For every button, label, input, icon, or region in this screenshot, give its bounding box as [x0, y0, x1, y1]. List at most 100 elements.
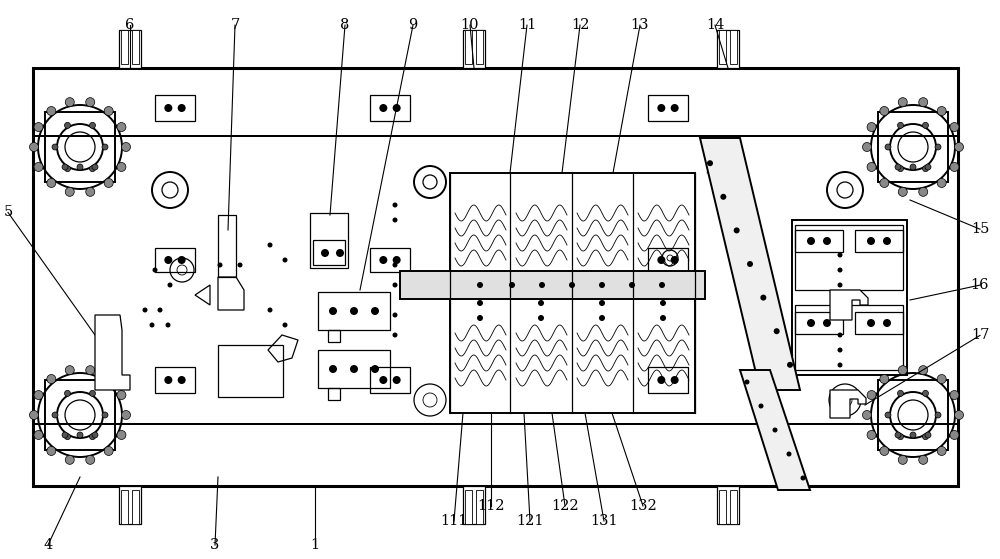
Circle shape — [150, 323, 154, 328]
Circle shape — [898, 187, 907, 196]
Circle shape — [885, 144, 891, 150]
Circle shape — [329, 365, 337, 373]
Polygon shape — [95, 315, 130, 390]
Circle shape — [34, 163, 43, 172]
Circle shape — [823, 319, 831, 327]
Circle shape — [800, 476, 806, 481]
Circle shape — [807, 237, 815, 245]
Circle shape — [867, 122, 876, 131]
Text: 5: 5 — [3, 205, 13, 220]
Circle shape — [329, 307, 337, 315]
Circle shape — [64, 434, 70, 439]
Circle shape — [883, 237, 891, 245]
Bar — [400, 271, 705, 299]
Circle shape — [371, 365, 379, 373]
Circle shape — [838, 348, 842, 353]
Bar — [310, 213, 348, 268]
Circle shape — [393, 256, 401, 264]
Circle shape — [336, 249, 344, 257]
Circle shape — [867, 319, 875, 327]
Circle shape — [104, 375, 113, 383]
Text: 131: 131 — [590, 514, 618, 528]
Circle shape — [950, 163, 959, 172]
Circle shape — [77, 432, 83, 438]
Circle shape — [178, 376, 186, 384]
Circle shape — [117, 163, 126, 172]
Bar — [465, 490, 472, 524]
Circle shape — [268, 243, 272, 248]
Circle shape — [838, 362, 842, 367]
Circle shape — [772, 428, 778, 433]
Circle shape — [569, 282, 575, 288]
Bar — [795, 230, 843, 252]
Bar — [328, 388, 340, 400]
Circle shape — [925, 164, 931, 170]
Circle shape — [838, 253, 842, 258]
Circle shape — [64, 165, 70, 172]
Bar — [45, 380, 115, 450]
Bar — [318, 350, 390, 388]
Bar — [33, 424, 958, 486]
Circle shape — [898, 390, 904, 396]
Bar — [132, 30, 139, 64]
Circle shape — [47, 107, 56, 116]
Circle shape — [880, 178, 889, 187]
Circle shape — [838, 268, 842, 272]
Circle shape — [393, 104, 401, 112]
Circle shape — [671, 256, 679, 264]
Text: 13: 13 — [631, 18, 649, 32]
Circle shape — [538, 315, 544, 321]
Circle shape — [102, 412, 108, 418]
Circle shape — [117, 122, 126, 131]
Circle shape — [599, 300, 605, 306]
Circle shape — [867, 237, 875, 245]
Circle shape — [660, 315, 666, 321]
Bar — [855, 230, 903, 252]
Circle shape — [47, 178, 56, 187]
Circle shape — [660, 300, 666, 306]
Circle shape — [379, 256, 387, 264]
Circle shape — [164, 256, 172, 264]
Circle shape — [599, 282, 605, 288]
Bar — [878, 380, 948, 450]
Circle shape — [90, 390, 96, 396]
Circle shape — [34, 391, 43, 400]
Circle shape — [143, 307, 148, 312]
Circle shape — [937, 447, 946, 456]
Circle shape — [838, 282, 842, 287]
Circle shape — [599, 315, 605, 321]
Circle shape — [379, 376, 387, 384]
Circle shape — [117, 391, 126, 400]
Circle shape — [759, 404, 764, 409]
Circle shape — [935, 144, 941, 150]
Bar — [730, 30, 737, 64]
Bar — [132, 490, 139, 524]
Circle shape — [34, 430, 43, 439]
Bar — [855, 312, 903, 334]
Circle shape — [90, 122, 96, 129]
Bar — [648, 248, 688, 272]
Circle shape — [47, 375, 56, 383]
Circle shape — [671, 104, 679, 112]
Circle shape — [950, 430, 959, 439]
Bar — [218, 345, 283, 397]
Circle shape — [77, 164, 83, 170]
Bar — [318, 292, 390, 330]
Circle shape — [164, 376, 172, 384]
Bar — [792, 220, 907, 375]
Circle shape — [657, 376, 665, 384]
Circle shape — [922, 434, 928, 439]
Circle shape — [64, 122, 70, 129]
Circle shape — [392, 217, 398, 222]
Bar — [45, 112, 115, 182]
Circle shape — [954, 143, 964, 151]
Bar — [121, 30, 128, 64]
Circle shape — [657, 256, 665, 264]
Circle shape — [86, 456, 95, 465]
Circle shape — [880, 447, 889, 456]
Circle shape — [283, 323, 288, 328]
Circle shape — [734, 228, 740, 234]
Circle shape — [90, 434, 96, 439]
Circle shape — [392, 333, 398, 338]
Bar — [155, 367, 195, 393]
